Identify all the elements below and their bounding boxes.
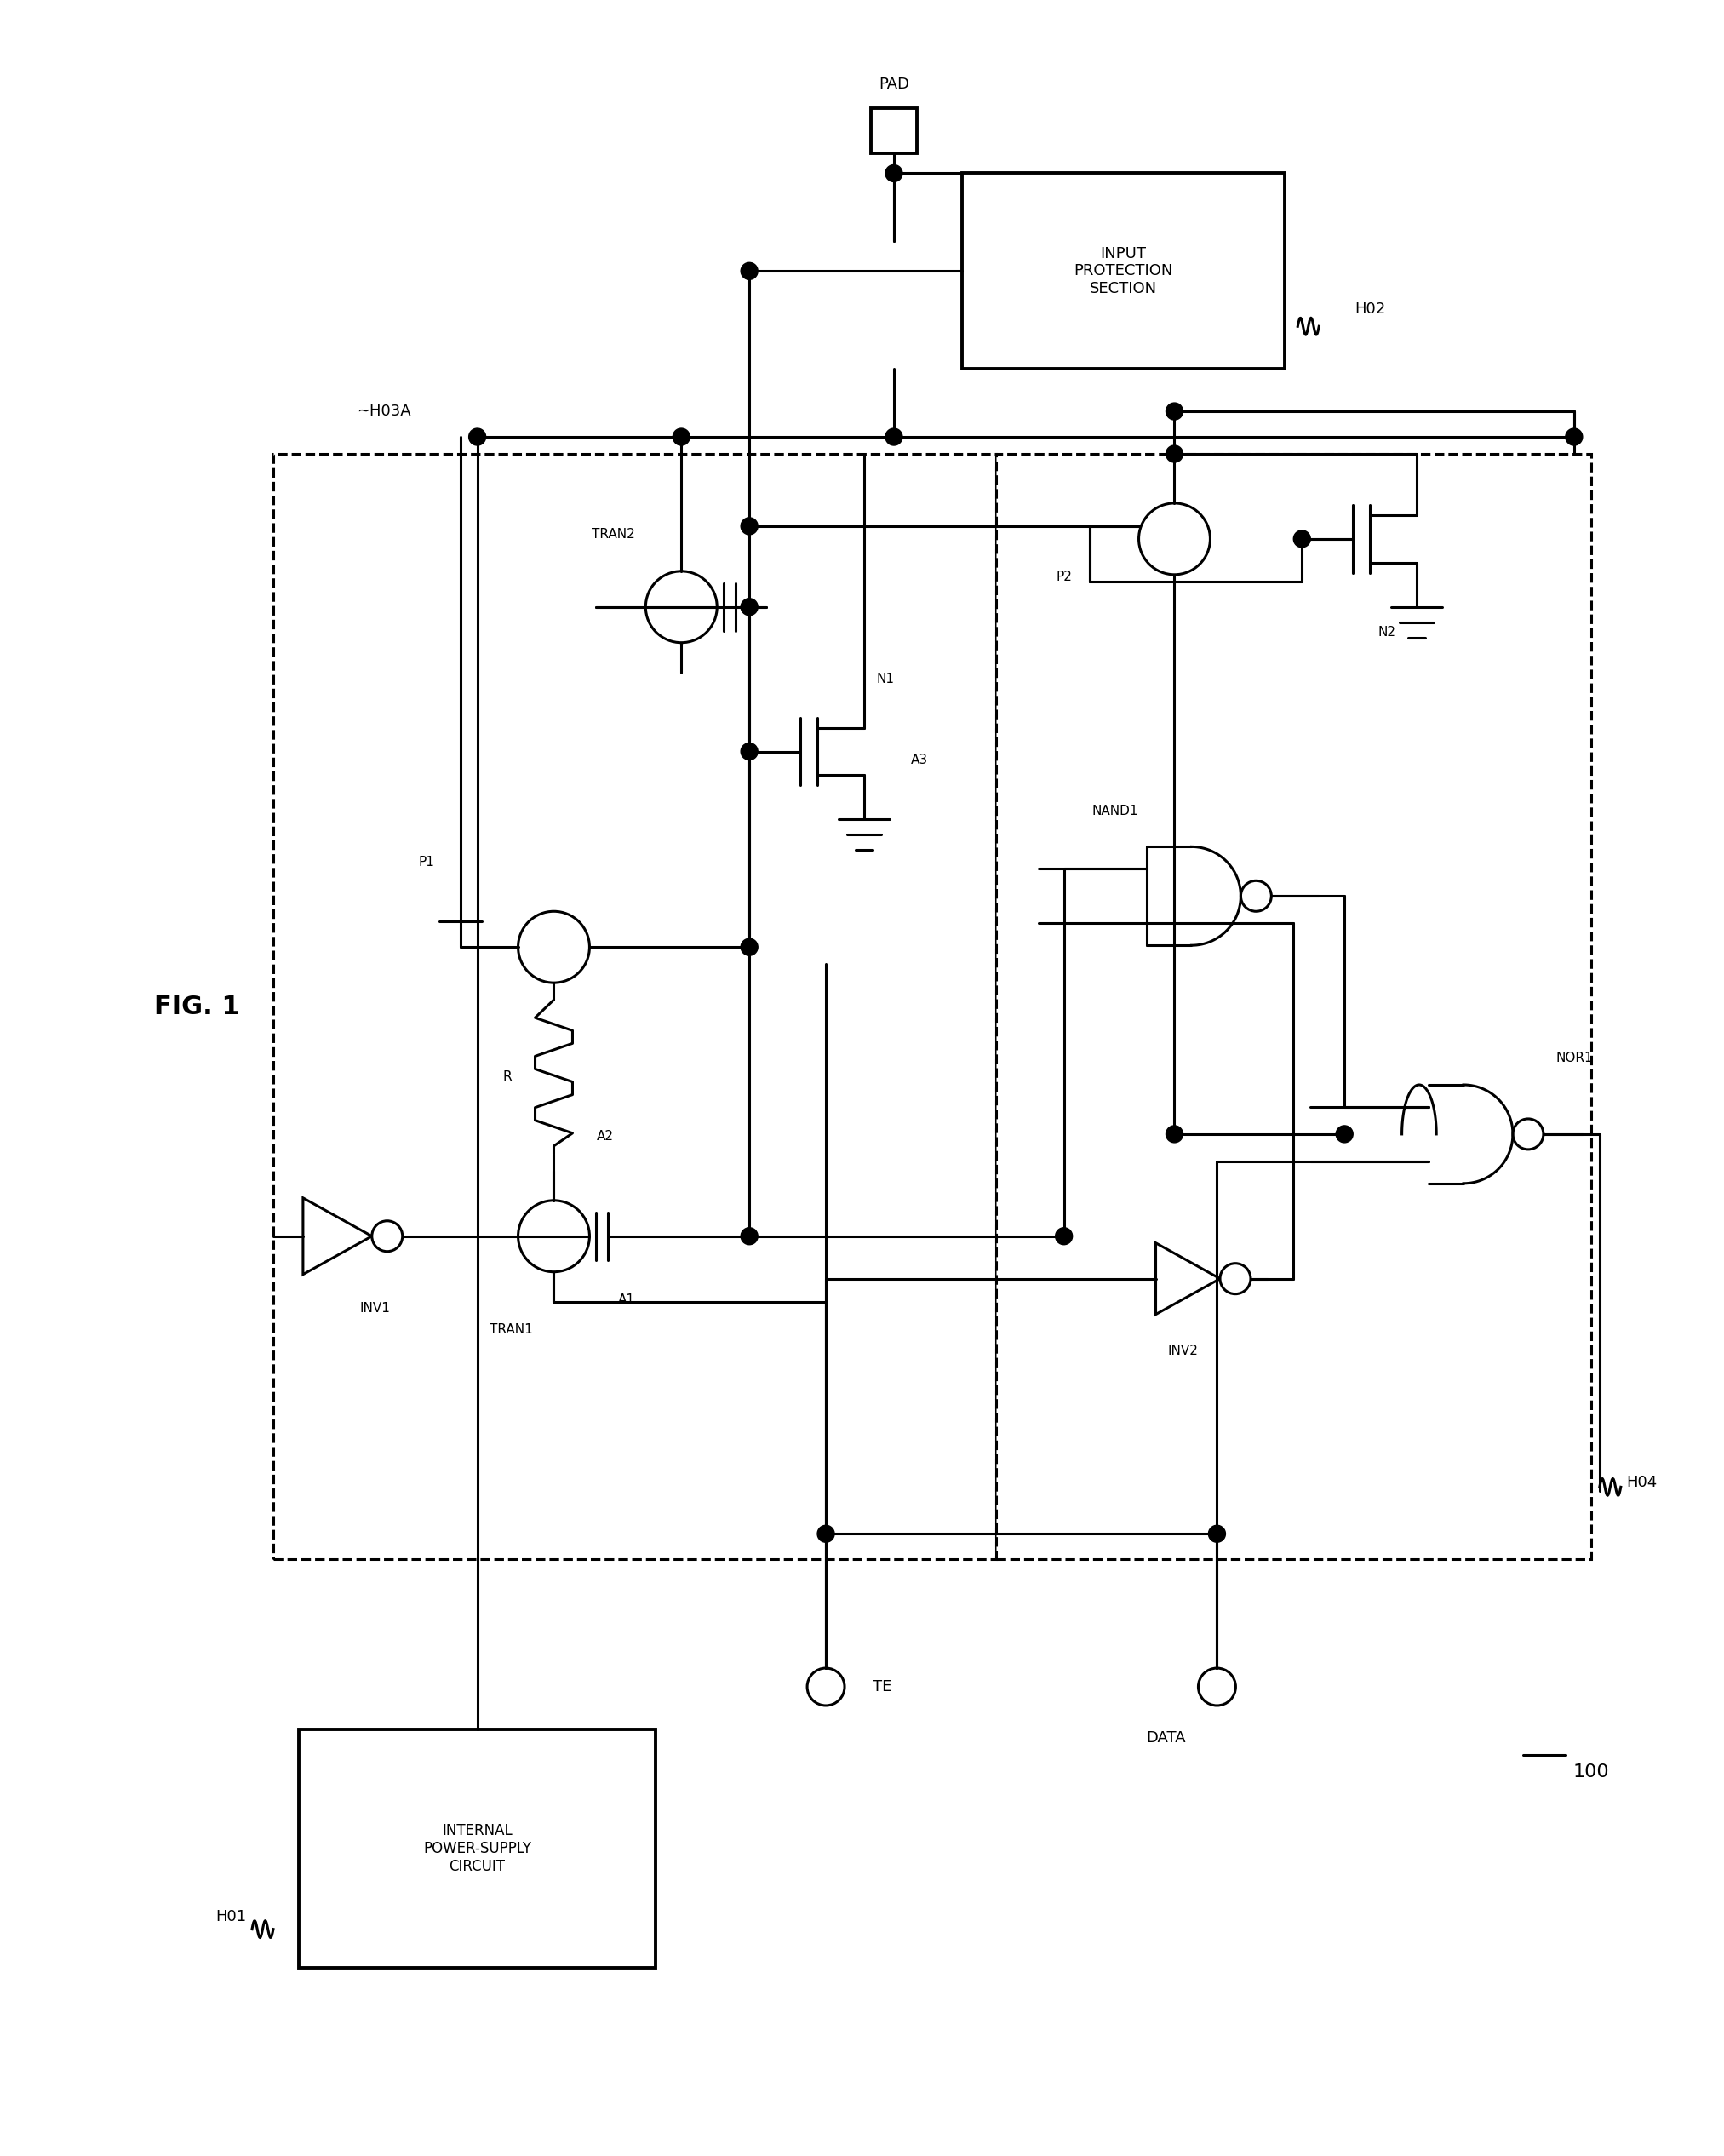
Circle shape [519, 912, 590, 983]
Text: INV1: INV1 [360, 1302, 391, 1315]
Circle shape [1293, 530, 1310, 548]
Circle shape [1221, 1263, 1250, 1294]
Text: TRAN1: TRAN1 [490, 1324, 533, 1337]
Text: P2: P2 [1055, 571, 1072, 584]
Circle shape [1165, 446, 1183, 461]
Text: N1: N1 [876, 673, 895, 686]
Circle shape [1165, 1125, 1183, 1143]
Circle shape [1165, 403, 1183, 420]
Bar [298, 1729, 655, 1968]
Circle shape [886, 164, 902, 181]
Circle shape [886, 429, 902, 446]
Text: FIG. 1: FIG. 1 [153, 994, 240, 1020]
Text: INV2: INV2 [1167, 1345, 1198, 1358]
Circle shape [741, 938, 759, 955]
Circle shape [741, 517, 759, 535]
Circle shape [469, 429, 486, 446]
Text: INPUT
PROTECTION
SECTION: INPUT PROTECTION SECTION [1074, 246, 1172, 295]
Circle shape [645, 571, 717, 642]
Text: H02: H02 [1355, 302, 1386, 317]
Circle shape [1140, 502, 1210, 576]
Circle shape [1241, 880, 1271, 912]
Bar [996, 455, 1591, 1559]
Bar [871, 108, 917, 153]
Circle shape [741, 263, 759, 280]
Bar [272, 455, 996, 1559]
Circle shape [1055, 1227, 1072, 1244]
Text: 100: 100 [1572, 1764, 1608, 1781]
Text: DATA: DATA [1146, 1731, 1186, 1746]
Text: TE: TE [872, 1680, 891, 1695]
Circle shape [817, 1524, 834, 1542]
Bar [962, 172, 1284, 369]
Circle shape [1209, 1524, 1226, 1542]
Text: P1: P1 [419, 856, 434, 869]
Text: INTERNAL
POWER-SUPPLY
CIRCUIT: INTERNAL POWER-SUPPLY CIRCUIT [422, 1824, 531, 1874]
Text: H01: H01 [216, 1908, 247, 1923]
Text: NAND1: NAND1 [1091, 804, 1138, 817]
Circle shape [741, 599, 759, 614]
Circle shape [1514, 1119, 1543, 1149]
Circle shape [741, 744, 759, 759]
Text: N2: N2 [1377, 625, 1396, 638]
Text: ~H03A: ~H03A [357, 403, 410, 418]
Text: A3: A3 [910, 755, 928, 765]
Circle shape [807, 1669, 845, 1705]
Text: H04: H04 [1627, 1475, 1657, 1490]
Circle shape [672, 429, 690, 446]
Circle shape [1565, 429, 1583, 446]
Text: R: R [502, 1069, 512, 1082]
Text: NOR1: NOR1 [1555, 1052, 1593, 1063]
Circle shape [372, 1220, 402, 1250]
Circle shape [741, 1227, 759, 1244]
Text: TRAN2: TRAN2 [591, 528, 634, 541]
Text: A1: A1 [617, 1294, 634, 1307]
Circle shape [1336, 1125, 1353, 1143]
Circle shape [1198, 1669, 1236, 1705]
Text: A2: A2 [597, 1130, 614, 1143]
Circle shape [519, 1201, 590, 1272]
Text: PAD: PAD [879, 75, 909, 91]
